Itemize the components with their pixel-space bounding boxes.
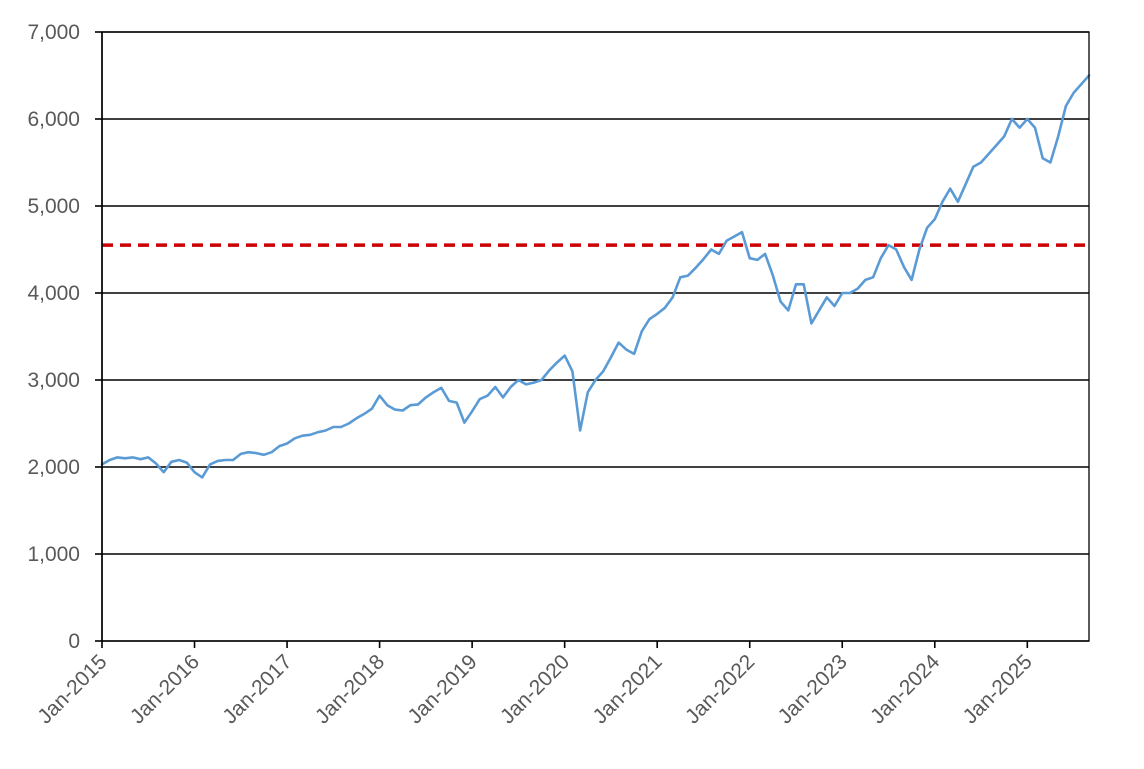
y-tick-label: 5,000 [27, 195, 80, 218]
x-tick-label: Jan-2018 [311, 650, 389, 728]
axes [95, 31, 1090, 648]
y-tick-label: 1,000 [27, 543, 80, 566]
x-tick-label: Jan-2016 [126, 650, 204, 728]
y-tick-label: 2,000 [27, 456, 80, 479]
y-tick-label: 0 [68, 630, 80, 653]
y-tick-label: 7,000 [27, 21, 80, 44]
x-tick-label: Jan-2015 [33, 650, 111, 728]
y-tick-label: 6,000 [27, 108, 80, 131]
gridlines [102, 31, 1089, 555]
y-tick-label: 4,000 [27, 282, 80, 305]
y-tick-labels: 0 1,000 2,000 3,000 4,000 5,000 6,000 7,000 [27, 21, 80, 653]
x-tick-label: Jan-2023 [774, 650, 852, 728]
x-tick-label: Jan-2025 [959, 650, 1037, 728]
x-tick-label: Jan-2024 [866, 650, 944, 728]
y-tick-label: 3,000 [27, 369, 80, 392]
series-group [100, 74, 1091, 479]
x-tick-label: Jan-2020 [496, 650, 574, 728]
x-tick-label: Jan-2021 [589, 650, 667, 728]
series-line [100, 74, 1091, 479]
x-tick-label: Jan-2017 [218, 650, 296, 728]
x-tick-label: Jan-2019 [403, 650, 481, 728]
x-tick-label: Jan-2022 [681, 650, 759, 728]
x-tick-labels: Jan-2015 Jan-2016 Jan-2017 Jan-2018 Jan-2019… [33, 650, 1037, 728]
plot-area-border [101, 31, 1090, 642]
